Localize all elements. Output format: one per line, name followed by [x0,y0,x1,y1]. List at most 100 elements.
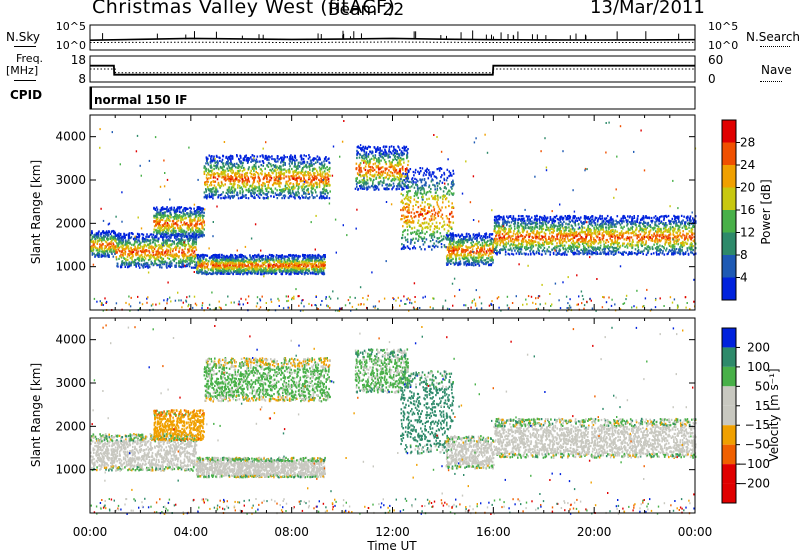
power-cell [355,183,358,186]
power-cell [358,153,361,156]
power-cell [384,171,386,174]
power-cell [191,227,193,230]
power-cell [180,266,183,269]
power-cell [224,258,226,261]
power-cell [378,154,381,157]
power-cell [195,261,198,264]
power-cell [123,257,125,260]
date-title: 13/Mar/2011 [590,0,705,18]
power-cell [175,262,178,265]
power-cell [289,253,291,257]
power-cell [363,174,366,177]
power-cell [289,157,292,160]
power-cell [108,250,111,253]
power-cell [365,161,367,164]
power-cell [144,251,146,254]
power-cell [166,222,169,225]
power-cell [397,177,400,180]
power-cell [258,179,261,183]
power-cell [110,240,112,243]
power-cell [247,160,249,163]
power-cell [373,146,376,149]
power-cell [241,188,244,191]
power-cell [214,176,217,179]
freq-tick-top: 18 [71,53,86,67]
power-cell [224,173,226,176]
power-cell [176,209,179,212]
power-cell [328,167,330,170]
power-cell [426,198,428,201]
power-cell [359,163,361,166]
power-cell [167,239,169,242]
power-cell [131,243,133,246]
power-cell [367,171,370,174]
power-cell [208,184,211,187]
power-cell [180,240,183,243]
power-cell [124,243,127,246]
power-cell [192,255,194,258]
power-cell [197,265,199,269]
power-cell [143,238,146,241]
power-cell [217,266,220,269]
power-cell [215,272,218,275]
power-cell [167,250,169,254]
power-cell [169,212,172,215]
power-cell [321,196,323,199]
power-cell [438,169,441,172]
power-cell [374,156,377,159]
power-cell [101,247,103,251]
power-cell [134,239,136,242]
power-cell [186,238,189,241]
power-cell [266,268,269,272]
power-cell [255,259,258,262]
power-cell [253,155,256,158]
power-cell [164,252,166,255]
power-cell [154,260,156,263]
power-cell [210,184,213,187]
power-cell [305,195,307,198]
power-cell [321,173,324,176]
power-cell [128,261,131,264]
power-cell [168,254,170,257]
power-cell [163,244,165,247]
power-cell [272,254,275,258]
power-cell [303,254,306,257]
power-cell [159,255,161,258]
power-cell [409,247,411,251]
power-cell [296,172,299,175]
power-cell [225,191,228,194]
power-cell [243,255,246,259]
power-cell [270,272,273,275]
power-cell [196,230,198,233]
power-cell [213,164,215,167]
power-cell [365,151,368,154]
power-cell [328,197,331,200]
power-cell [166,256,169,259]
power-cell [199,212,201,215]
power-cell [301,194,303,197]
power-cell [220,185,222,188]
power-cell [92,248,95,251]
power-cell [378,171,380,174]
power-cell [90,250,93,253]
power-cell [244,186,247,189]
power-cell [108,246,110,249]
power-cell [235,259,237,262]
power-cell [146,233,148,236]
power-cell [169,209,172,212]
power-cell [200,270,203,273]
power-cell [226,167,228,170]
power-cell [266,180,269,183]
power-cell [188,249,190,252]
power-cell [268,253,271,256]
power-cell [138,233,141,236]
power-cell [165,219,168,222]
power-cell [186,260,188,263]
power-cell [214,161,216,164]
power-cell [294,262,297,266]
power-cell [187,237,190,240]
power-cell [258,260,260,263]
power-cell [282,270,284,273]
power-cell [439,180,441,183]
power-cell [192,243,195,246]
